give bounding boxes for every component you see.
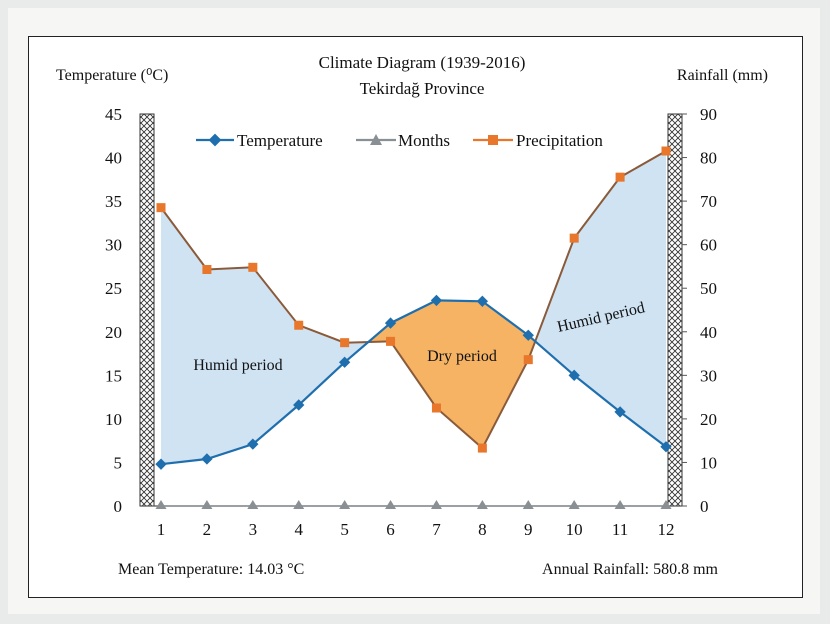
x-tick-label: 11: [612, 520, 628, 539]
precipitation-marker: [615, 172, 625, 182]
left-tick-label: 20: [105, 323, 122, 342]
right-tick-label: 50: [700, 279, 717, 298]
right-tick-label: 80: [700, 149, 717, 168]
precipitation-marker: [156, 203, 166, 213]
x-tick-label: 9: [524, 520, 533, 539]
right-tick-label: 0: [700, 497, 709, 516]
x-tick-label: 12: [658, 520, 675, 539]
left-tick-label: 45: [105, 105, 122, 124]
right-tick-label: 60: [700, 236, 717, 255]
left-tick-label: 25: [105, 279, 122, 298]
temperature-line: [160, 299, 667, 466]
precipitation-marker: [294, 320, 304, 330]
x-tick-label: 2: [203, 520, 212, 539]
months-marker: [522, 500, 534, 509]
months-marker: [339, 500, 351, 509]
x-tick-label: 8: [478, 520, 487, 539]
left-tick-label: 10: [105, 410, 122, 429]
months-marker: [430, 500, 442, 509]
precipitation-marker: [477, 443, 487, 453]
x-tick-label: 3: [249, 520, 258, 539]
legend-temperature: Temperature: [237, 131, 323, 150]
precipitation-marker: [248, 262, 258, 272]
temperature-marker: [430, 294, 443, 307]
right-axis-label: Rainfall (mm): [677, 67, 768, 84]
temperature-marker: [614, 406, 626, 418]
right-tick-label: 20: [700, 410, 717, 429]
months-marker: [568, 500, 580, 509]
precipitation-marker: [431, 403, 441, 413]
legend-temperature-marker: [208, 133, 222, 147]
temperature-marker: [247, 438, 259, 450]
precipitation-marker: [661, 146, 671, 156]
months-marker: [155, 500, 167, 509]
precipitation-marker: [340, 338, 350, 348]
months-marker: [660, 500, 672, 509]
x-tick-label: 10: [566, 520, 583, 539]
precipitation-marker: [569, 233, 579, 243]
left-tick-label: 15: [105, 366, 122, 385]
mean-temperature-note: Mean Temperature: 14.03 °C: [118, 561, 304, 578]
annotation-dry: Dry period: [427, 348, 497, 365]
months-marker: [247, 500, 259, 509]
x-tick-label: 7: [432, 520, 441, 539]
x-tick-label: 6: [386, 520, 395, 539]
precipitation-marker: [202, 264, 212, 274]
temperature-marker: [155, 458, 167, 470]
legend-months: Months: [398, 131, 450, 150]
chart-title: Climate Diagram (1939-2016): [319, 53, 526, 72]
annual-rainfall-note: Annual Rainfall: 580.8 mm: [542, 561, 719, 578]
months-marker: [201, 500, 213, 509]
humid-area-left: [161, 207, 369, 465]
left-tick-label: 30: [105, 236, 122, 255]
right-tick-label: 90: [700, 105, 717, 124]
precipitation-line: [160, 150, 667, 450]
left-hatched-bar: [139, 113, 155, 507]
precipitation-marker: [386, 336, 396, 346]
months-marker: [293, 500, 305, 509]
x-tick-label: 5: [340, 520, 349, 539]
temperature-marker: [201, 453, 213, 465]
precipitation-marker: [523, 355, 533, 365]
right-tick-label: 70: [700, 192, 717, 211]
legend-months-marker: [370, 134, 382, 145]
humid-area-right: [535, 151, 666, 447]
left-tick-label: 0: [114, 497, 123, 516]
temperature-marker: [476, 295, 489, 307]
left-axis-label: Temperature (⁰C): [56, 67, 168, 84]
right-tick-label: 30: [700, 366, 717, 385]
temperature-marker: [522, 329, 534, 341]
left-tick-label: 5: [114, 453, 123, 472]
temperature-marker: [293, 399, 305, 411]
temperature-marker: [660, 441, 672, 453]
right-tick-label: 10: [700, 453, 717, 472]
temperature-marker: [338, 356, 351, 368]
temperature-marker: [384, 317, 397, 329]
x-tick-label: 1: [157, 520, 166, 539]
x-tick-label: 4: [294, 520, 303, 539]
right-tick-label: 40: [700, 323, 717, 342]
dry-area: [368, 300, 536, 449]
annotation-humid-left: Humid period: [193, 357, 282, 374]
temperature-marker: [568, 369, 580, 381]
legend: Temperature Months Precipitation: [196, 131, 603, 150]
months-marker: [385, 500, 397, 509]
legend-precipitation-marker: [488, 135, 498, 145]
left-tick-label: 40: [105, 149, 122, 168]
months-marker: [476, 500, 488, 509]
chart-subtitle: Tekirdağ Province: [360, 79, 485, 98]
legend-precipitation: Precipitation: [516, 131, 603, 150]
left-tick-label: 35: [105, 192, 122, 211]
months-marker: [614, 500, 626, 509]
